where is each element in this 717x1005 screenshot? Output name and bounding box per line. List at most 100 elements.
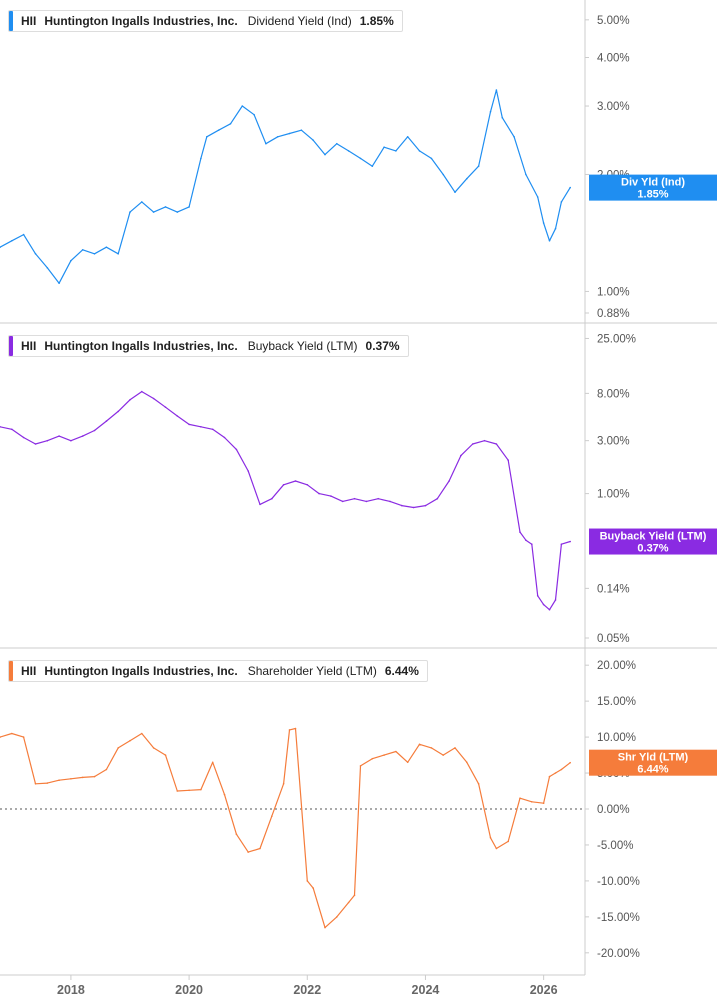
- data-point-buyback: [448, 480, 450, 482]
- badge-background: [589, 174, 717, 201]
- data-point-dividend: [542, 222, 545, 224]
- data-point-dividend: [554, 227, 557, 230]
- x-tick-label: 2020: [175, 983, 203, 997]
- data-point-shareholder: [223, 793, 226, 796]
- data-point-shareholder: [141, 732, 143, 735]
- data-point-shareholder: [347, 901, 350, 904]
- x-tick-label: 2018: [57, 983, 85, 997]
- data-point-buyback: [560, 543, 563, 545]
- data-point-buyback: [129, 399, 131, 401]
- data-point-dividend: [513, 136, 515, 138]
- value-badge-shareholder: Shr Yld (LTM)6.44%: [589, 749, 717, 776]
- data-point-buyback: [164, 406, 167, 409]
- data-point-buyback: [471, 443, 474, 445]
- data-point-buyback: [401, 504, 403, 507]
- data-point-dividend: [430, 157, 433, 160]
- legend-value: 0.37%: [365, 339, 400, 353]
- legend-company: Huntington Ingalls Industries, Inc.: [44, 664, 238, 678]
- data-point-dividend: [93, 253, 96, 255]
- data-point-shareholder: [442, 754, 445, 756]
- data-point-dividend: [536, 196, 539, 198]
- data-point-dividend: [336, 142, 338, 145]
- data-point-dividend: [548, 240, 551, 242]
- data-point-shareholder: [569, 761, 571, 764]
- y-tick-label: -20.00%: [597, 948, 640, 960]
- data-point-shareholder: [81, 776, 84, 779]
- data-point-shareholder: [306, 880, 309, 882]
- data-point-shareholder: [211, 761, 214, 764]
- data-point-dividend: [359, 157, 362, 160]
- data-point-shareholder: [454, 747, 456, 749]
- data-point-shareholder: [548, 775, 551, 778]
- data-point-shareholder: [46, 782, 49, 784]
- data-point-shareholder: [235, 833, 238, 835]
- data-point-shareholder: [519, 797, 521, 799]
- data-point-shareholder: [11, 732, 13, 735]
- legend-dividend: HII Huntington Ingalls Industries, Inc. …: [8, 10, 403, 32]
- data-point-dividend: [501, 116, 504, 119]
- data-point-shareholder: [353, 894, 356, 897]
- y-tick-label: 25.00%: [597, 333, 636, 345]
- data-point-shareholder: [188, 789, 190, 792]
- badge-background: [589, 528, 717, 555]
- y-tick-label: 3.00%: [597, 436, 630, 448]
- data-point-dividend: [188, 206, 190, 208]
- data-point-dividend: [0, 246, 1, 248]
- data-point-shareholder: [371, 757, 374, 760]
- data-point-buyback: [548, 608, 551, 611]
- data-point-dividend: [200, 157, 202, 160]
- data-point-dividend: [300, 129, 303, 131]
- y-tick-label: 5.00%: [597, 15, 630, 27]
- y-tick-label: -10.00%: [597, 876, 640, 888]
- legend-ticker: HII: [21, 664, 37, 678]
- data-point-dividend: [569, 186, 571, 189]
- value-badge-buyback: Buyback Yield (LTM)0.37%: [589, 528, 717, 555]
- data-point-shareholder: [105, 768, 108, 771]
- data-point-dividend: [253, 113, 255, 116]
- data-point-dividend: [22, 233, 25, 236]
- data-point-shareholder: [495, 847, 498, 850]
- data-point-shareholder: [336, 916, 338, 918]
- data-point-buyback: [536, 595, 539, 597]
- legend-metric: Shareholder Yield (LTM): [247, 664, 377, 678]
- data-point-buyback: [330, 495, 332, 497]
- series-line-buyback: [0, 391, 571, 611]
- data-point-buyback: [377, 497, 380, 500]
- data-point-shareholder: [383, 754, 385, 756]
- x-tick-label: 2022: [293, 983, 321, 997]
- badge-value: 6.44%: [637, 764, 668, 776]
- data-point-buyback: [436, 497, 439, 500]
- data-point-shareholder: [282, 783, 285, 785]
- y-tick-label: -15.00%: [597, 912, 640, 924]
- data-point-shareholder: [0, 736, 1, 738]
- y-tick-label: 4.00%: [597, 52, 630, 64]
- data-point-buyback: [569, 540, 571, 543]
- data-point-buyback: [353, 497, 356, 500]
- data-point-buyback: [22, 436, 25, 439]
- data-point-dividend: [324, 153, 326, 156]
- data-point-buyback: [0, 426, 1, 428]
- data-point-shareholder: [271, 815, 273, 817]
- data-point-dividend: [34, 253, 37, 255]
- data-point-shareholder: [507, 840, 510, 843]
- data-point-buyback: [294, 480, 297, 482]
- data-point-buyback: [412, 506, 415, 509]
- legend-swatch-shareholder: [9, 661, 13, 681]
- data-point-shareholder: [489, 837, 492, 839]
- data-point-shareholder: [531, 801, 533, 803]
- data-point-buyback: [259, 503, 261, 506]
- data-point-buyback: [235, 448, 238, 451]
- data-point-buyback: [483, 439, 486, 442]
- data-point-shareholder: [93, 775, 96, 778]
- data-point-buyback: [495, 443, 498, 445]
- data-point-buyback: [34, 443, 37, 445]
- y-tick-label: 3.00%: [597, 101, 630, 113]
- data-point-dividend: [46, 267, 49, 269]
- data-point-buyback: [306, 484, 309, 486]
- data-point-buyback: [141, 390, 143, 393]
- data-point-buyback: [81, 435, 84, 437]
- data-point-buyback: [117, 410, 119, 413]
- badge-value: 0.37%: [637, 543, 668, 555]
- y-tick-label: 1.00%: [597, 489, 630, 501]
